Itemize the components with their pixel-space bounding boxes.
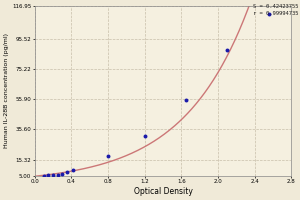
Point [46,174,51,177]
Point [51,174,56,177]
Point [60,172,64,175]
Point [55,173,60,176]
Y-axis label: Human IL-28B concentration (pg/ml): Human IL-28B concentration (pg/ml) [4,33,9,148]
Point [142,135,147,138]
X-axis label: Optical Density: Optical Density [134,187,193,196]
Text: S = 0.42423755
r = 0.99994735: S = 0.42423755 r = 0.99994735 [253,4,298,16]
Point [184,98,188,102]
Point [41,174,46,177]
Point [225,48,230,52]
Point [64,171,69,174]
Point [266,12,271,15]
Point [71,168,76,171]
Point [106,154,110,158]
